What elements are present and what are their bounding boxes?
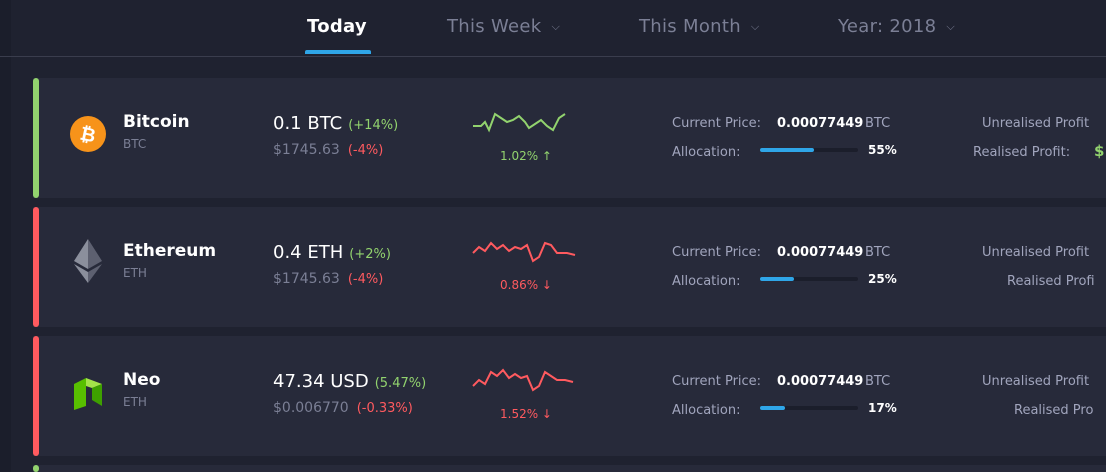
coin-name: Ethereum xyxy=(123,241,217,261)
neo-icon xyxy=(74,378,102,410)
allocation-percent: 17% xyxy=(868,401,897,415)
current-price-value: 0.00077449 xyxy=(777,374,864,389)
unrealised-profit-label: Unrealised Profit xyxy=(982,374,1090,389)
sparkline-change: 0.86% ↓ xyxy=(500,278,552,292)
coin-row-partial xyxy=(33,465,1106,472)
allocation-label: Allocation: xyxy=(672,274,741,289)
sparkline-chart xyxy=(473,112,566,133)
realised-profit-label: Realised Profi xyxy=(1007,274,1095,289)
price-unit: BTC xyxy=(865,116,891,131)
allocation-bar xyxy=(760,148,858,152)
holding-amount: 0.4 ETH (+2%) xyxy=(273,242,391,263)
holding-amount: 47.34 USD (5.47%) xyxy=(273,371,427,392)
coin-row-ethereum[interactable]: Ethereum ETH 0.4 ETH (+2%) $1745.63 (-4%) … xyxy=(33,207,1106,327)
price-unit: BTC xyxy=(865,374,891,389)
svg-text:₿: ₿ xyxy=(78,123,98,148)
fiat-value: $1745.63 (-4%) xyxy=(273,271,384,287)
row-accent xyxy=(33,336,39,456)
coin-row-neo[interactable]: Neo ETH 47.34 USD (5.47%) $0.006770 (-0.33… xyxy=(33,336,1106,456)
tab-this-month[interactable]: This Month ⌵ xyxy=(639,16,760,37)
coin-row-bitcoin[interactable]: ₿ Bitcoin BTC 0.1 BTC (+14%) $1745.63 (-4%… xyxy=(33,78,1106,198)
allocation-bar xyxy=(760,406,858,410)
row-accent xyxy=(33,207,39,327)
row-accent xyxy=(33,78,39,198)
allocation-label: Allocation: xyxy=(672,145,741,160)
sparkline-chart xyxy=(472,241,576,263)
allocation-label: Allocation: xyxy=(672,403,741,418)
left-rail xyxy=(0,0,11,472)
current-price-value: 0.00077449 xyxy=(777,245,864,260)
row-accent xyxy=(33,465,39,472)
fiat-change: (-4%) xyxy=(347,143,384,158)
sparkline-chart xyxy=(472,368,574,392)
fiat-change: (-0.33%) xyxy=(356,401,413,416)
price-unit: BTC xyxy=(865,245,891,260)
tab-today[interactable]: Today xyxy=(307,16,367,37)
chevron-down-icon: ⌵ xyxy=(750,20,760,33)
allocation-bar-fill xyxy=(760,406,785,410)
realised-profit-label: Realised Profit: xyxy=(973,145,1071,160)
fiat-change: (-4%) xyxy=(347,272,384,287)
sparkline-change: 1.02% ↑ xyxy=(500,149,552,163)
tab-this-week[interactable]: This Week ⌵ xyxy=(447,16,561,37)
chevron-down-icon: ⌵ xyxy=(551,20,561,33)
holding-amount: 0.1 BTC (+14%) xyxy=(273,113,399,134)
unrealised-profit-label: Unrealised Profit xyxy=(982,245,1090,260)
allocation-bar-fill xyxy=(760,148,814,152)
ethereum-icon xyxy=(74,239,102,283)
amount-change: (+2%) xyxy=(349,247,391,262)
allocation-percent: 25% xyxy=(868,272,897,286)
allocation-bar-fill xyxy=(760,277,795,281)
current-price-label: Current Price: xyxy=(672,116,762,131)
fiat-value: $0.006770 (-0.33%) xyxy=(273,400,413,416)
unrealised-profit-label: Unrealised Profit xyxy=(982,116,1090,131)
coin-symbol: BTC xyxy=(123,137,147,151)
tab-year[interactable]: Year: 2018 ⌵ xyxy=(838,16,956,37)
current-price-value: 0.00077449 xyxy=(777,116,864,131)
coin-name: Neo xyxy=(123,370,161,390)
coin-name: Bitcoin xyxy=(123,112,190,132)
fiat-value: $1745.63 (-4%) xyxy=(273,142,384,158)
amount-change: (+14%) xyxy=(348,118,399,133)
current-price-label: Current Price: xyxy=(672,245,762,260)
realised-profit-value: $ xyxy=(1094,142,1105,160)
allocation-bar xyxy=(760,277,858,281)
chevron-down-icon: ⌵ xyxy=(946,20,956,33)
bitcoin-icon: ₿ xyxy=(70,116,106,152)
current-price-label: Current Price: xyxy=(672,374,762,389)
amount-change: (5.47%) xyxy=(374,376,427,391)
coin-symbol: ETH xyxy=(123,266,147,280)
active-tab-indicator xyxy=(305,50,371,54)
time-range-tabs: Today This Week ⌵ This Month ⌵ Year: 2018 ⌵ xyxy=(0,0,1106,57)
coin-symbol: ETH xyxy=(123,395,147,409)
realised-profit-label: Realised Pro xyxy=(1014,403,1094,418)
sparkline-change: 1.52% ↓ xyxy=(500,407,552,421)
allocation-percent: 55% xyxy=(868,143,897,157)
